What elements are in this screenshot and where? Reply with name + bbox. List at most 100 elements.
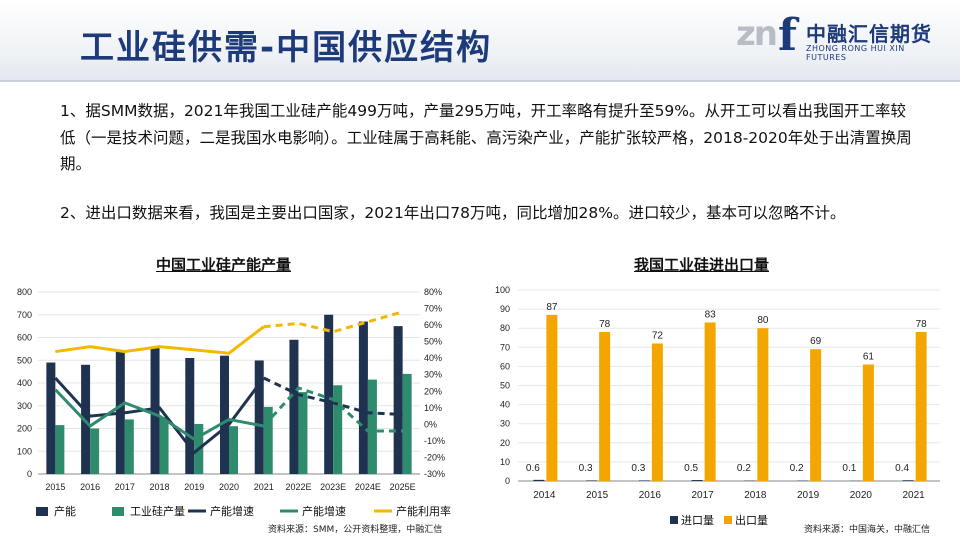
bar-output	[90, 428, 100, 474]
x-tick: 2024E	[355, 482, 381, 492]
x-tick: 2015	[45, 482, 65, 492]
y-tick-left: 300	[17, 401, 32, 411]
chart2-title: 我国工业硅进出口量	[634, 256, 770, 274]
bar-output	[124, 419, 134, 474]
y-tick-right: 40%	[424, 353, 442, 363]
y-tick: 50	[500, 381, 510, 391]
x-tick: 2021	[903, 490, 926, 501]
bar-export	[915, 332, 927, 481]
legend-swatch	[112, 507, 124, 516]
y-tick-left: 600	[17, 333, 32, 343]
bar-export	[704, 322, 716, 481]
y-tick: 60	[500, 361, 510, 371]
paragraph-trade: 2、进出口数据来看，我国是主要出口国家，2021年出口78万吨，同比增加28%。…	[60, 204, 846, 222]
y-tick: 80	[500, 323, 510, 333]
company-logo: zn f 中融汇信期货 ZHONG RONG HUI XIN FUTURES	[736, 10, 946, 62]
y-tick-left: 400	[17, 378, 32, 388]
bar-export	[546, 314, 558, 481]
bar-capacity	[185, 357, 195, 474]
x-tick: 2018	[150, 482, 170, 492]
y-tick: 90	[500, 304, 510, 314]
x-tick: 2022E	[285, 482, 311, 492]
y-tick-right: 50%	[424, 337, 442, 347]
line-series-1	[54, 388, 265, 442]
bar-output	[298, 392, 308, 474]
line-series-0-forecast	[263, 376, 403, 416]
y-tick-left: 500	[17, 355, 32, 365]
data-label-import: 0.6	[526, 463, 540, 474]
logo-letter: f	[778, 10, 797, 61]
capacity-output-chart: 0 100 200 300 400 500 600 700 800 -30% -20% -10% 0% 1…	[17, 287, 451, 518]
data-label-export: 78	[599, 319, 611, 330]
logo-mark: zn	[736, 14, 778, 54]
data-label-import: 0.3	[631, 463, 645, 474]
y-tick-right: -10%	[424, 436, 445, 446]
data-label-export: 83	[705, 309, 717, 320]
chart1-source: 资料来源：SMM，公开资料整理，中融汇信	[268, 525, 443, 535]
bar-capacity	[220, 355, 229, 474]
y-tick-right: 0%	[424, 419, 437, 429]
y-tick-right: -20%	[424, 452, 445, 462]
y-tick-left: 800	[17, 287, 32, 297]
y-tick-left: 200	[17, 424, 32, 434]
data-label-export: 80	[757, 315, 769, 326]
x-tick: 2017	[115, 482, 135, 492]
y-tick-left: 100	[17, 446, 32, 456]
legend-label: 工业硅产量	[130, 504, 185, 518]
x-tick: 2016	[639, 490, 662, 501]
data-label-export: 69	[810, 336, 822, 347]
y-tick-left: 700	[17, 310, 32, 320]
y-tick-right: 20%	[424, 386, 442, 396]
x-tick: 2017	[692, 490, 715, 501]
y-tick-right: -30%	[424, 469, 445, 479]
bar-output	[55, 425, 65, 474]
chart2-source: 资料来源：中国海关，中融汇信	[804, 525, 931, 535]
bar-capacity	[254, 360, 264, 474]
line-series-2	[55, 325, 265, 355]
chart1-title: 中国工业硅产能产量	[156, 256, 292, 274]
y-tick-right: 30%	[424, 370, 442, 380]
bar-output	[367, 379, 377, 474]
bar-import	[691, 480, 703, 481]
logo-english-name: ZHONG RONG HUI XIN FUTURES	[806, 44, 905, 62]
import-export-chart: 0 10 20 30 40 50 60 70 80 90 100 0.6 87 2014 0.3 78 2015…	[495, 285, 940, 527]
y-tick-right: 70%	[424, 304, 442, 314]
data-label-export: 72	[652, 330, 664, 341]
x-tick: 2018	[744, 490, 767, 501]
x-tick: 2019	[184, 482, 204, 492]
bar-capacity	[46, 362, 56, 474]
x-tick: 2015	[586, 490, 609, 501]
legend-label: 产能增速	[302, 504, 346, 518]
y-tick-left: 0	[27, 469, 32, 479]
legend-swatch-import	[670, 516, 678, 524]
data-label-import: 0.2	[790, 463, 804, 474]
y-tick: 40	[500, 400, 510, 410]
logo-chinese-name: 中融汇信期货	[806, 22, 932, 46]
bar-import	[533, 479, 545, 481]
bar-capacity	[324, 314, 334, 474]
page-title: 工业硅供需-中国供应结构	[80, 28, 493, 68]
bar-export	[757, 328, 769, 481]
bar-import	[638, 480, 650, 481]
legend-swatch	[36, 507, 48, 516]
bar-export	[810, 349, 822, 481]
data-label-export: 87	[546, 302, 558, 313]
y-tick: 0	[505, 476, 510, 486]
bar-output	[263, 406, 273, 474]
bar-output	[333, 385, 343, 474]
header-banner: 工业硅供需-中国供应结构 zn f 中融汇信期货 ZHONG RONG HUI …	[0, 0, 960, 82]
data-label-import: 0.5	[684, 463, 698, 474]
bar-export	[599, 332, 611, 481]
bar-export	[651, 343, 663, 481]
data-label-import: 0.4	[895, 463, 909, 474]
line-series-0	[54, 377, 265, 455]
bar-output	[229, 426, 238, 474]
y-tick: 30	[500, 419, 510, 429]
y-tick: 10	[500, 457, 510, 467]
bar-export	[862, 364, 874, 481]
bar-output	[159, 417, 169, 474]
legend-label-import: 进口量	[681, 514, 714, 527]
y-tick: 100	[495, 285, 510, 295]
x-tick: 2014	[533, 490, 556, 501]
paragraph-capacity: 1、据SMM数据，2021年我国工业硅产能499万吨，产量295万吨，开工率略有…	[60, 102, 912, 173]
